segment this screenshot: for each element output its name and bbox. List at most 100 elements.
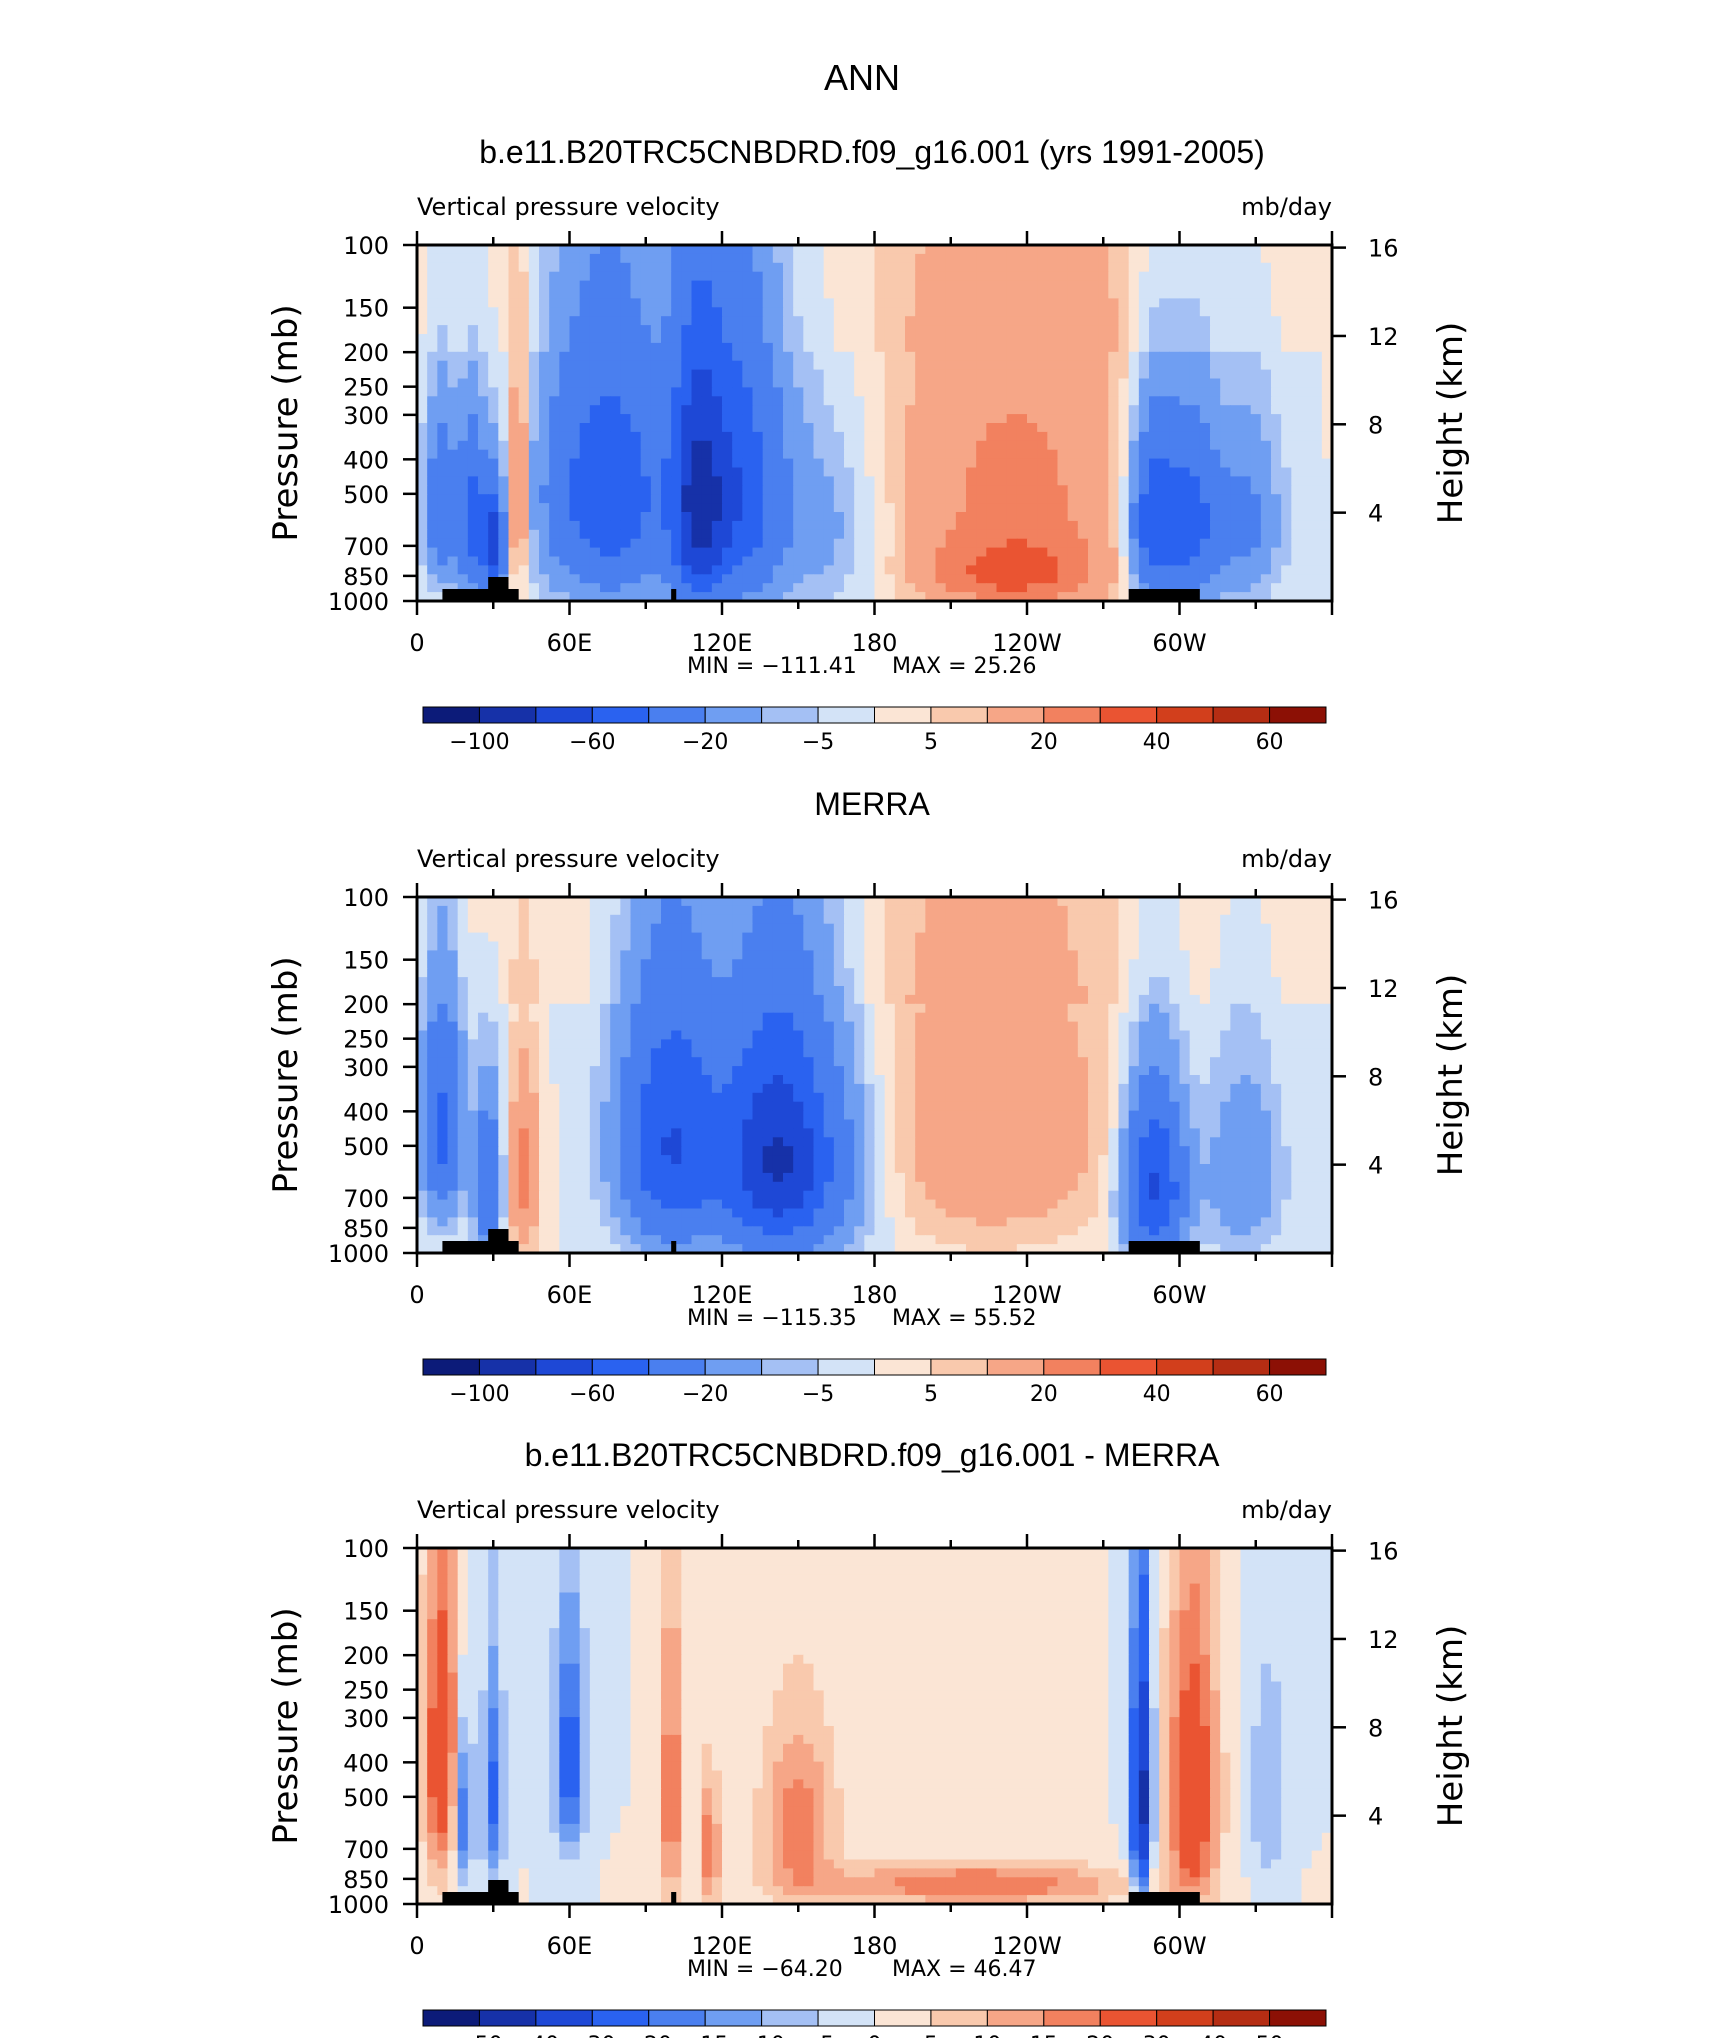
field-cell bbox=[1098, 914, 1109, 925]
field-cell bbox=[742, 932, 754, 943]
field-cell bbox=[630, 378, 642, 388]
field-cell bbox=[549, 914, 560, 925]
field-cell bbox=[915, 458, 926, 469]
field-cell bbox=[732, 423, 743, 433]
field-cell bbox=[630, 1012, 642, 1023]
field-cell bbox=[1301, 431, 1313, 442]
field-cell bbox=[894, 467, 906, 477]
field-cell bbox=[1260, 574, 1272, 584]
field-cell bbox=[640, 458, 652, 469]
field-cell bbox=[833, 977, 845, 987]
field-cell bbox=[1321, 932, 1332, 943]
field-cell bbox=[559, 440, 571, 451]
field-cell bbox=[447, 449, 459, 460]
field-cell bbox=[1321, 547, 1332, 558]
field-cell bbox=[742, 253, 754, 264]
field-cell bbox=[1189, 307, 1201, 317]
field-cell bbox=[762, 932, 774, 943]
field-cell bbox=[1077, 342, 1089, 353]
field-cell bbox=[661, 387, 672, 397]
field-cell bbox=[1108, 968, 1120, 978]
field-cell bbox=[1240, 325, 1252, 335]
field-cell bbox=[650, 449, 662, 460]
field-cell bbox=[945, 378, 957, 388]
field-cell bbox=[691, 316, 703, 326]
field-cell bbox=[1271, 396, 1282, 406]
field-cell bbox=[1169, 503, 1181, 513]
field-cell bbox=[650, 994, 662, 1005]
field-cell bbox=[1240, 449, 1252, 460]
field-cell bbox=[894, 968, 906, 978]
field-cell bbox=[478, 289, 489, 299]
field-cell bbox=[955, 396, 967, 406]
field-cell bbox=[559, 253, 571, 264]
field-cell bbox=[650, 431, 662, 442]
field-cell bbox=[701, 423, 713, 433]
field-cell bbox=[488, 932, 499, 943]
field-cell bbox=[498, 503, 510, 513]
field-cell bbox=[884, 325, 896, 335]
field-cell bbox=[762, 405, 774, 415]
field-cell bbox=[732, 334, 743, 344]
height-tick-label: 12 bbox=[1368, 323, 1399, 351]
field-cell bbox=[884, 592, 896, 601]
field-cell bbox=[518, 994, 530, 1005]
field-cell bbox=[945, 476, 957, 486]
field-cell bbox=[1047, 245, 1059, 255]
field-cell bbox=[854, 1003, 865, 1014]
field-cell bbox=[640, 914, 652, 925]
colorbar-label: 60 bbox=[1256, 730, 1284, 755]
field-cell bbox=[701, 440, 713, 451]
field-cell bbox=[671, 467, 682, 477]
field-cell bbox=[1128, 923, 1140, 934]
field-cell bbox=[884, 1003, 896, 1014]
field-cell bbox=[508, 529, 520, 540]
field-cell bbox=[1169, 476, 1181, 486]
field-cell bbox=[528, 351, 540, 362]
field-cell bbox=[864, 280, 876, 291]
field-cell bbox=[925, 369, 937, 380]
field-cell bbox=[600, 271, 611, 282]
field-cell bbox=[986, 369, 998, 380]
field-cell bbox=[457, 547, 469, 558]
field-cell bbox=[711, 512, 723, 522]
field-cell bbox=[1118, 565, 1130, 575]
field-cell bbox=[884, 968, 896, 978]
field-cell bbox=[1047, 307, 1059, 317]
field-cell bbox=[1301, 449, 1313, 460]
field-cell bbox=[1088, 897, 1099, 907]
field-cell bbox=[1006, 547, 1018, 558]
field-cell bbox=[488, 396, 499, 406]
field-cell bbox=[650, 396, 662, 406]
field-cell bbox=[457, 512, 469, 522]
field-cell bbox=[1037, 396, 1048, 406]
field-cell bbox=[1098, 968, 1109, 978]
field-cell bbox=[884, 298, 896, 308]
field-cell bbox=[711, 959, 723, 969]
field-cell bbox=[1108, 440, 1120, 451]
field-cell bbox=[864, 941, 876, 951]
field-cell bbox=[1016, 396, 1028, 406]
field-cell bbox=[986, 449, 998, 460]
field-cell bbox=[1291, 932, 1303, 943]
field-cell bbox=[945, 529, 957, 540]
field-cell bbox=[752, 351, 764, 362]
field-cell bbox=[1321, 405, 1332, 415]
field-cell bbox=[1047, 431, 1059, 442]
field-cell bbox=[833, 351, 845, 362]
field-cell bbox=[783, 431, 794, 442]
field-cell bbox=[1281, 360, 1292, 371]
field-cell bbox=[600, 245, 611, 255]
field-cell bbox=[610, 262, 621, 273]
field-cell bbox=[1118, 458, 1130, 469]
field-cell bbox=[1067, 440, 1079, 451]
field-cell bbox=[1260, 977, 1272, 987]
field-cell bbox=[1240, 262, 1252, 273]
field-cell bbox=[488, 914, 499, 925]
field-cell bbox=[1159, 387, 1170, 397]
field-cell bbox=[1037, 941, 1048, 951]
field-cell bbox=[1088, 547, 1099, 558]
field-cell bbox=[559, 316, 571, 326]
field-cell bbox=[1230, 529, 1242, 540]
field-cell bbox=[1311, 405, 1323, 415]
